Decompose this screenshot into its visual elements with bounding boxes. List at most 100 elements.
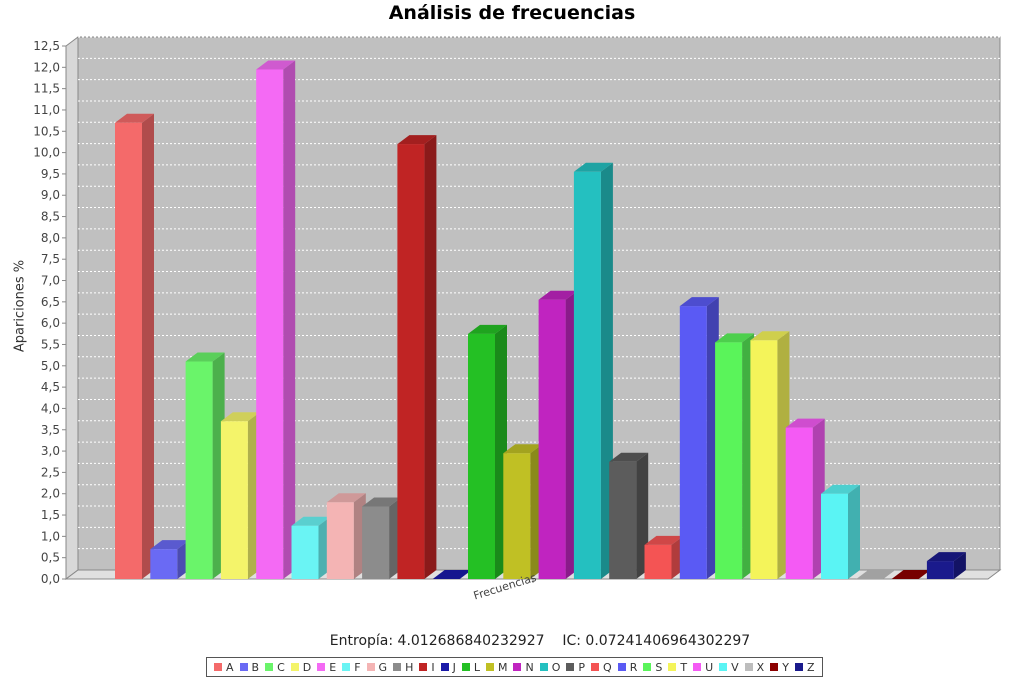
legend-label: D [302,660,312,674]
legend-swatch [342,663,351,671]
bar-u [785,418,825,579]
legend-label: X [756,660,765,674]
legend-item-y: Y [770,661,789,674]
legend-label: H [405,660,414,674]
legend-label: E [329,660,337,674]
bar-s [715,333,755,579]
legend-item-p: P [566,661,585,674]
legend-item-m: M [485,660,508,674]
bar-e [256,60,296,580]
legend-swatch [485,663,494,671]
y-tick-label: 7,5 [41,252,60,266]
y-tick-label: 0,5 [41,551,60,565]
legend-swatch [393,663,402,671]
legend-label: M [497,660,508,674]
bar-t [750,331,790,579]
legend-item-x: X [744,660,765,674]
bar-x [856,570,896,579]
legend-swatch [591,663,600,671]
legend-swatch [419,663,428,671]
legend-item-o: O [539,660,561,674]
bar-p [609,452,649,579]
legend-item-j: J [440,660,456,674]
y-tick-label: 4,0 [41,401,60,415]
y-tick-label: 7,0 [41,274,60,288]
legend-label: U [705,660,714,674]
y-tick-label: 6,5 [41,295,60,309]
legend-swatch [290,663,299,671]
legend-item-g: G [366,660,388,674]
legend-label: F [354,660,361,674]
legend-item-z: Z [794,660,815,674]
legend-label: Z [806,660,815,674]
legend-label: J [452,660,456,674]
legend-swatch [770,663,779,671]
y-tick-label: 12,0 [33,60,60,74]
y-tick-label: 5,0 [41,359,60,373]
bar-q [644,535,684,579]
y-tick-label: 8,5 [41,210,60,224]
legend-item-e: E [317,661,336,674]
legend-label: I [431,660,435,674]
entropia-value: 4.012686840232927 [397,633,545,649]
y-tick-label: 2,5 [41,465,60,479]
legend-label: Q [603,660,612,674]
y-tick-label: 10,5 [33,124,60,138]
legend-label: S [655,660,663,674]
legend-swatch [214,663,222,671]
legend-item-v: V [719,661,739,674]
legend-swatch [719,663,728,671]
legend-item-s: S [643,661,662,674]
entropia-label: Entropía: [329,633,394,649]
legend-label: B [251,660,260,674]
legend-swatch [668,663,677,671]
legend-item-h: H [393,661,413,674]
legend-swatch [693,663,702,671]
legend-label: G [378,660,388,674]
bar-c [185,352,225,579]
legend-item-n: N [513,661,534,674]
y-tick-label: 6,0 [41,316,60,330]
legend-label: O [551,660,561,674]
bar-o [573,162,613,579]
legend-swatch [265,663,274,671]
y-tick-label: 0,0 [41,572,60,586]
legend-swatch [513,663,522,671]
ic-label: IC: [562,633,581,649]
legend-label: Y [782,660,789,674]
legend-item-r: R [617,660,638,674]
bar-f [291,516,331,579]
y-axis-label: Apariciones % [12,259,28,353]
legend-item-a: A [214,661,234,674]
legend-label: A [226,660,234,674]
legend-item-b: B [239,660,260,674]
y-tick-label: 12,5 [33,39,60,53]
y-tick-label: 9,0 [41,188,60,202]
legend-label: R [629,660,638,674]
y-tick-label: 1,5 [41,508,60,522]
legend-item-c: C [265,661,285,674]
legend-item-i: I [419,660,435,674]
y-tick-label: 3,5 [41,423,60,437]
legend-swatch [744,663,753,671]
bar-y [891,570,931,579]
legend-swatch [539,663,548,671]
y-tick-label: 1,0 [41,529,60,543]
y-tick-label: 5,5 [41,337,60,351]
legend-swatch [317,663,326,671]
legend-label: T [680,660,688,674]
bar-h [362,497,402,579]
y-tick-label: 11,5 [33,82,60,96]
legend-item-t: T [668,661,687,674]
y-tick-label: 3,0 [41,444,60,458]
legend-swatch [566,663,575,671]
legend-swatch [643,663,652,671]
y-tick-label: 4,5 [41,380,60,394]
y-tick-label: 11,0 [33,103,60,117]
bars [115,60,966,580]
legend-item-l: L [461,661,480,674]
y-tick-label: 9,5 [41,167,60,181]
stats-footer: Entropía: 4.012686840232927 IC: 0.072414… [0,633,1024,649]
